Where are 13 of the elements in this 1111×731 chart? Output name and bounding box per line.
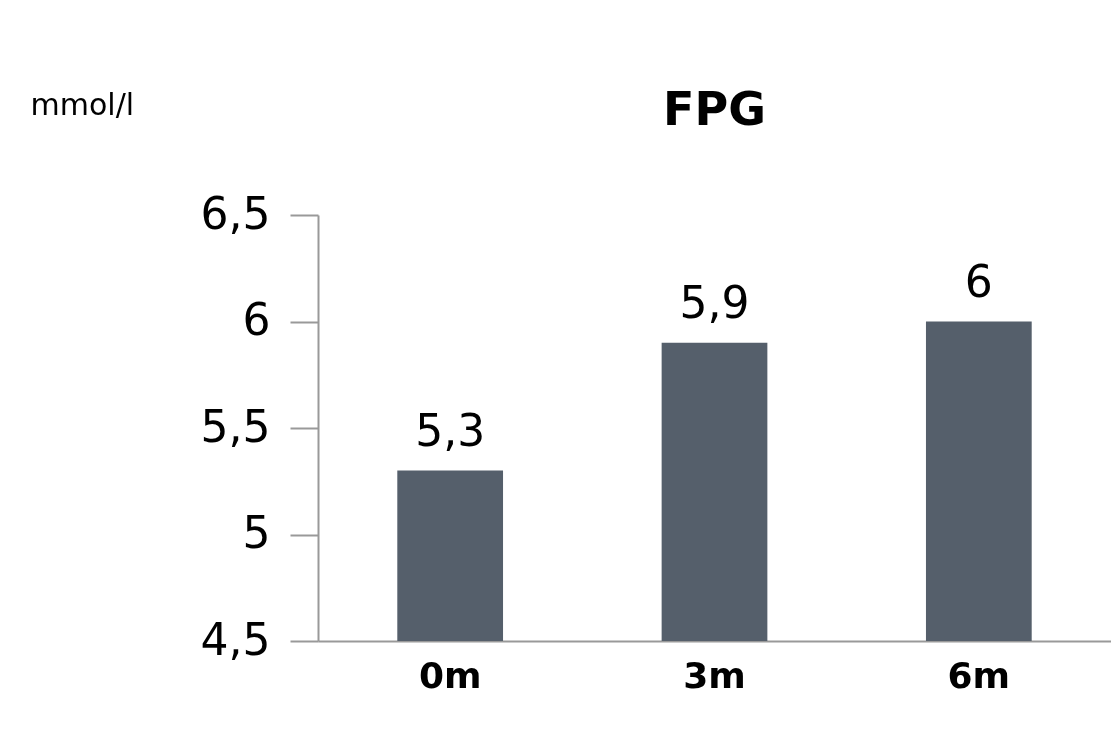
data-label: 5,3 [415, 404, 486, 456]
chart-title: FPG [663, 82, 766, 136]
data-label: 5,9 [679, 276, 750, 328]
y-tick-label: 6,5 [200, 187, 271, 239]
y-tick-label: 4,5 [200, 613, 271, 665]
y-tick-label: 6 [242, 294, 271, 345]
x-tick-label: 0m [418, 654, 482, 696]
y-axis-title: mmol/l [30, 86, 135, 122]
y-tick-label: 5,5 [200, 400, 271, 452]
x-tick-label: 3m [683, 654, 746, 696]
data-label: 6 [964, 255, 993, 307]
x-tick-label: 6m [947, 654, 1011, 696]
y-tick-label: 5 [242, 507, 271, 558]
